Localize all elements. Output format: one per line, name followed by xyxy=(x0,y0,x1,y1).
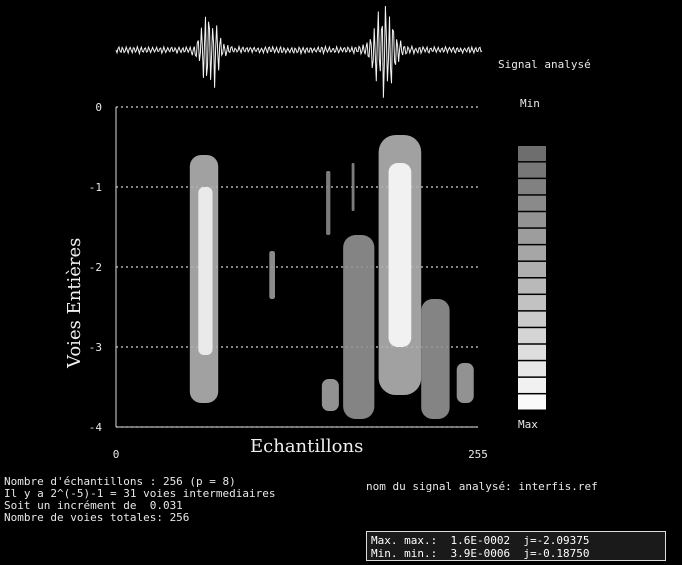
colorbar-swatch xyxy=(518,179,546,195)
heatmap-blob xyxy=(326,171,331,235)
colorbar-swatch xyxy=(518,278,546,294)
heatmap-blob xyxy=(321,379,339,411)
x-tick-label: 255 xyxy=(468,448,488,461)
x-tick-labels: 0 255 xyxy=(113,448,488,461)
y-tick-label: -4 xyxy=(89,421,103,434)
heatmap-blob xyxy=(269,251,275,299)
heatmap-blob xyxy=(456,363,474,403)
info-total-voices: Nombre de voies totales: 256 xyxy=(4,511,190,524)
y-axis-title: Voies Entières xyxy=(64,238,85,369)
colorbar-swatch xyxy=(518,261,546,277)
x-tick-label: 0 xyxy=(113,448,120,461)
colorbar-swatch xyxy=(518,228,546,244)
info-voices: Il y a 2^(-5)-1 = 31 voies intermediaire… xyxy=(4,487,276,500)
max-min-box: Max. max.: 1.6E-0002 j=-2.09375 Min. min… xyxy=(366,531,666,561)
colorbar-swatch xyxy=(518,162,546,178)
x-axis-title: Echantillons xyxy=(250,436,363,457)
colorbar-swatch xyxy=(518,311,546,327)
heatmap-blob xyxy=(351,163,355,211)
heatmap-blob xyxy=(421,299,450,419)
plot-area: 0 -1 -2 -3 -4 0 255 xyxy=(89,101,488,461)
info-samples: Nombre d'échantillons : 256 (p = 8) xyxy=(4,475,236,488)
y-tick-labels: 0 -1 -2 -3 -4 xyxy=(89,101,103,434)
colorbar-swatch xyxy=(518,344,546,360)
colorbar-swatch xyxy=(518,361,546,377)
max-line: Max. max.: 1.6E-0002 j=-2.09375 xyxy=(371,534,590,547)
heatmap-blob xyxy=(198,187,213,355)
heatmap-blob xyxy=(388,163,412,347)
y-tick-label: 0 xyxy=(95,101,102,114)
colorbar-swatch xyxy=(518,245,546,261)
info-increment: Soit un incrément de 0.031 xyxy=(4,499,183,512)
colorbar-swatch xyxy=(518,295,546,311)
heatmap-blobs xyxy=(189,135,474,419)
signal-label: Signal analysé xyxy=(498,58,591,71)
signal-trace xyxy=(115,5,483,98)
colorbar-top-label: Min xyxy=(520,97,540,110)
colorbar-swatch xyxy=(518,394,546,410)
min-line: Min. min.: 3.9E-0006 j=-0.18750 xyxy=(371,547,590,560)
info-block: Nombre d'échantillons : 256 (p = 8) Il y… xyxy=(4,476,276,524)
y-tick-label: -2 xyxy=(89,261,102,274)
colorbar-swatch xyxy=(518,195,546,211)
colorbar xyxy=(518,146,546,410)
signal-name: nom du signal analysé: interfis.ref xyxy=(366,480,598,493)
colorbar-swatch xyxy=(518,146,546,162)
y-tick-label: -3 xyxy=(89,341,102,354)
colorbar-swatch xyxy=(518,328,546,344)
heatmap-blob xyxy=(343,235,375,419)
colorbar-bottom-label: Max xyxy=(518,418,538,431)
colorbar-swatch xyxy=(518,377,546,393)
y-tick-label: -1 xyxy=(89,181,102,194)
colorbar-swatch xyxy=(518,212,546,228)
